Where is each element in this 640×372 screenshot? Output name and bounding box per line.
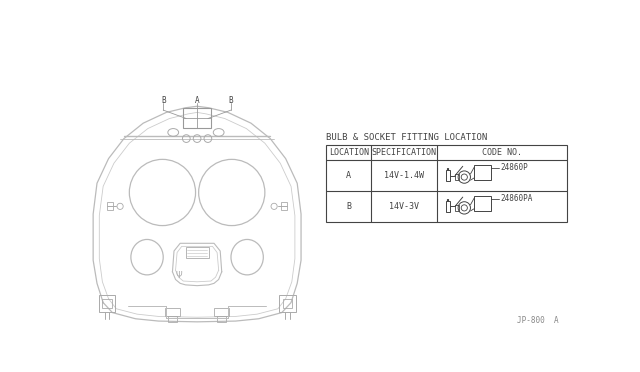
Bar <box>102 299 111 308</box>
Bar <box>474 196 492 211</box>
Text: B: B <box>161 96 166 105</box>
Bar <box>279 295 296 312</box>
Bar <box>446 201 450 212</box>
Text: 14V-3V: 14V-3V <box>389 202 419 211</box>
Bar <box>183 108 211 128</box>
Bar <box>283 299 292 308</box>
Bar <box>474 165 492 180</box>
Text: 24860PA: 24860PA <box>500 194 533 203</box>
Bar <box>168 316 177 322</box>
Bar <box>107 202 113 210</box>
Text: A: A <box>346 171 351 180</box>
Bar <box>455 174 459 180</box>
Polygon shape <box>93 106 301 322</box>
Bar <box>217 316 227 322</box>
Text: 24860P: 24860P <box>500 163 528 172</box>
Bar <box>214 308 230 316</box>
Text: B: B <box>346 202 351 211</box>
Text: CODE NO.: CODE NO. <box>482 148 522 157</box>
Bar <box>326 145 568 222</box>
Text: LOCATION: LOCATION <box>329 148 369 157</box>
Text: Ψ: Ψ <box>175 271 182 280</box>
Bar <box>455 205 459 211</box>
Bar <box>99 295 115 312</box>
Text: B: B <box>228 96 234 105</box>
Text: SPECIFICATION: SPECIFICATION <box>371 148 436 157</box>
Text: BULB & SOCKET FITTING LOCATION: BULB & SOCKET FITTING LOCATION <box>326 132 488 141</box>
Text: A: A <box>195 96 200 105</box>
Bar <box>446 170 450 181</box>
Bar <box>281 202 287 210</box>
Bar <box>164 308 180 316</box>
Bar <box>186 247 209 258</box>
Text: JP-800  A: JP-800 A <box>517 316 559 325</box>
Text: 14V-1.4W: 14V-1.4W <box>384 171 424 180</box>
